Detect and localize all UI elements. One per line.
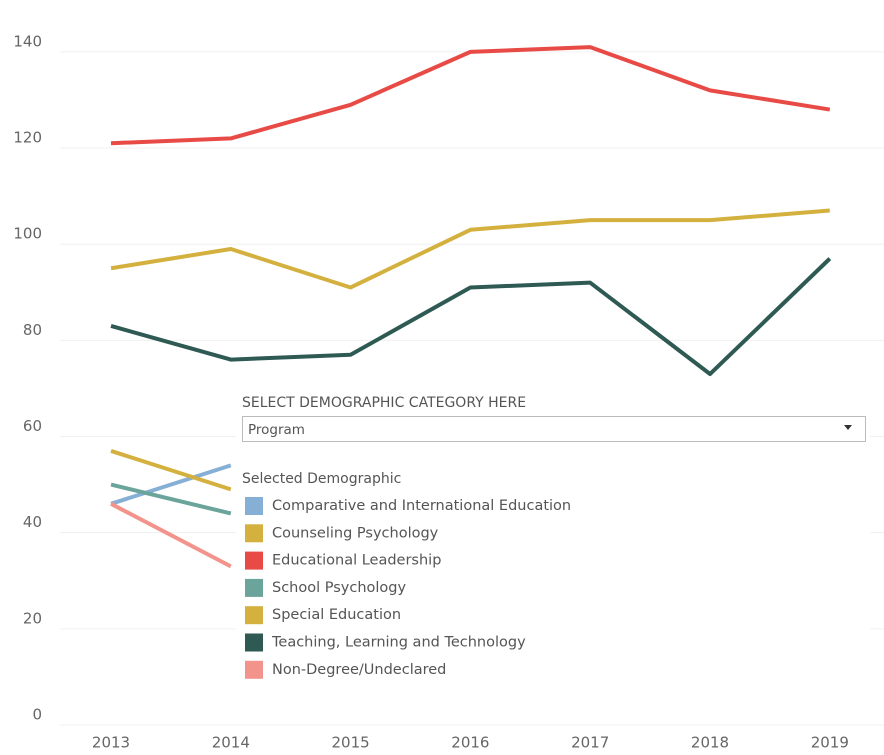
legend-label[interactable]: Teaching, Learning and Technology [271, 635, 526, 651]
y-tick-label: 20 [23, 609, 42, 627]
y-tick-label: 40 [23, 513, 42, 531]
y-tick-label: 100 [13, 225, 42, 243]
series-line [110, 257, 832, 377]
legend-swatch [245, 606, 263, 625]
legend-swatch [245, 633, 263, 652]
dropdown-value[interactable]: Program [248, 422, 305, 438]
lines [110, 45, 832, 569]
legend-label[interactable]: Non-Degree/Undeclared [272, 662, 446, 678]
x-tick-label: 2018 [691, 734, 729, 752]
legend-swatch [245, 660, 263, 679]
legend-label[interactable]: Educational Leadership [272, 553, 441, 569]
x-tick-label: 2015 [332, 734, 370, 752]
legend-swatch [245, 524, 263, 543]
dropdown-arrow[interactable] [844, 425, 852, 430]
series-line [110, 482, 232, 516]
y-tick-label: 80 [23, 321, 42, 339]
series-line [110, 502, 232, 569]
dropdown[interactable] [242, 416, 866, 442]
series-line [110, 45, 831, 146]
legend-label[interactable]: Counseling Psychology [272, 525, 439, 541]
y-tick-label: 120 [13, 129, 42, 147]
x-tick-label: 2013 [92, 734, 130, 752]
filter-legend-panel: SELECT DEMOGRAPHIC CATEGORY HERE Program… [236, 388, 870, 688]
series-line [110, 449, 232, 492]
legend-title: Selected Demographic [242, 471, 401, 487]
x-tick-label: 2019 [811, 734, 849, 752]
x-tick-label: 2016 [451, 734, 489, 752]
y-tick-label: 0 [32, 706, 42, 724]
series-line [110, 208, 830, 290]
series-line [110, 463, 232, 506]
legend-label[interactable]: Comparative and International Education [272, 498, 571, 514]
legend-label[interactable]: School Psychology [272, 580, 407, 596]
legend-swatch [245, 551, 263, 570]
x-tick-label: 2017 [571, 734, 609, 752]
y-tick-label: 140 [13, 32, 42, 50]
x-tick-label: 2014 [212, 734, 250, 752]
filter-label: SELECT DEMOGRAPHIC CATEGORY HERE [242, 395, 526, 411]
legend-swatch [245, 578, 263, 597]
legend-label[interactable]: Special Education [272, 607, 401, 623]
y-tick-label: 60 [23, 417, 42, 435]
legend-swatch [245, 497, 263, 515]
